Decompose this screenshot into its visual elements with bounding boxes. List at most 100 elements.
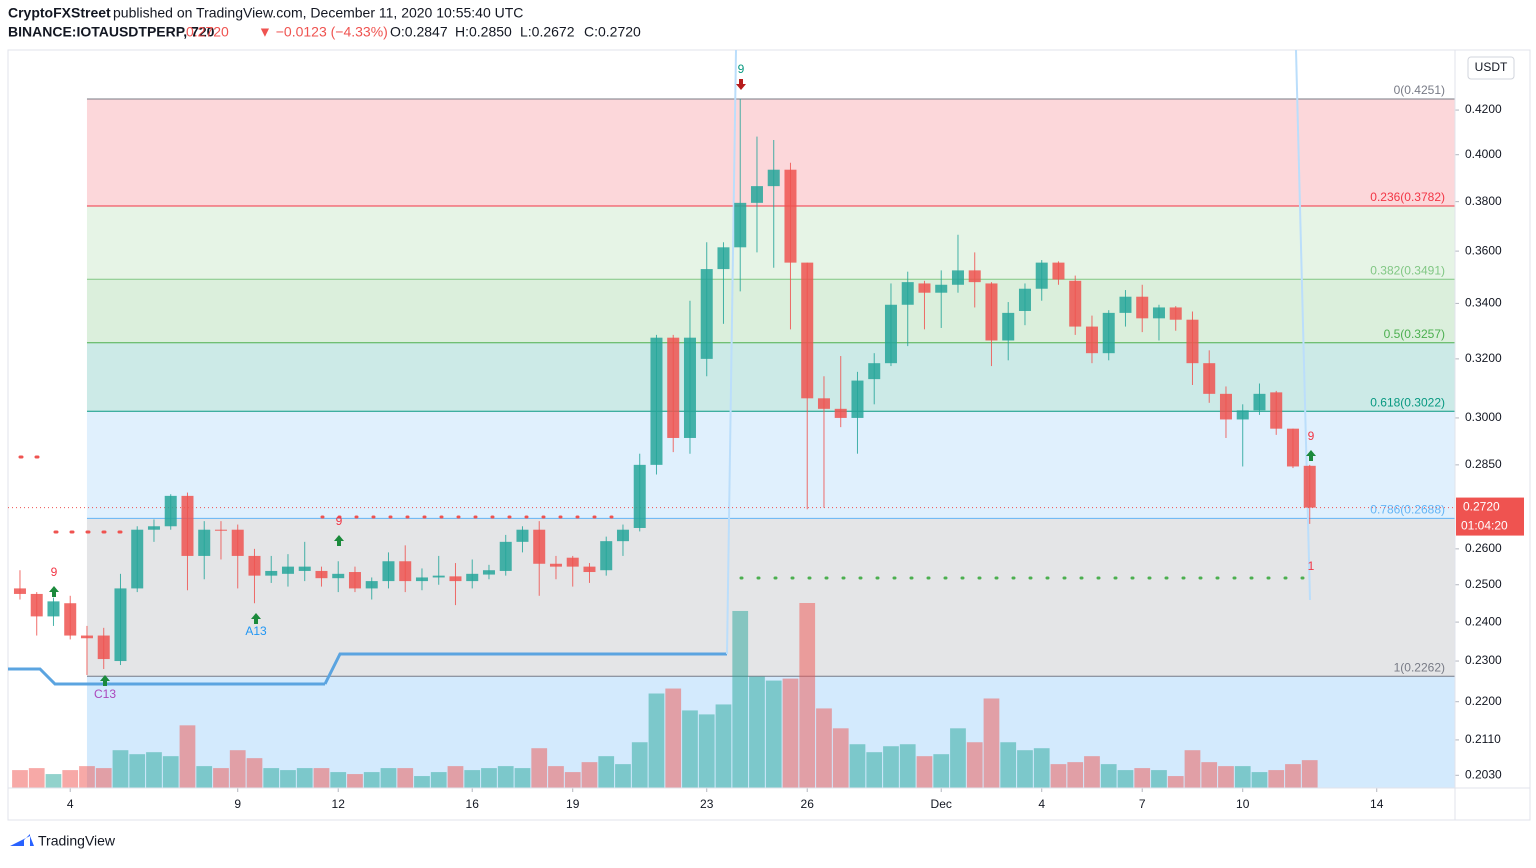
candle-body — [583, 566, 596, 573]
last: 0.2720 — [186, 24, 229, 40]
volume-bar — [229, 750, 246, 788]
currency-text[interactable]: USDT — [1475, 60, 1508, 74]
y-tick-label: 0.3000 — [1465, 410, 1502, 424]
signal-arrow — [334, 535, 344, 546]
candle-body — [1286, 428, 1299, 467]
fib-label: 0.5(0.3257) — [1384, 327, 1445, 341]
candle-body — [1303, 465, 1316, 508]
candle-body — [348, 572, 361, 589]
candle-body — [164, 495, 177, 527]
volume-bar — [950, 728, 966, 788]
candle-body — [332, 573, 345, 579]
x-tick-label: 10 — [1236, 797, 1250, 811]
signal-arrow — [100, 675, 110, 686]
y-tick-label: 0.2400 — [1465, 614, 1502, 628]
fib-zone — [86, 342, 1456, 412]
volume-bar — [1084, 756, 1100, 788]
candle-body — [549, 563, 562, 567]
fib-zone — [86, 411, 1456, 519]
volume-bar — [112, 750, 129, 788]
candle-body — [868, 363, 881, 380]
x-tick-label: 19 — [566, 797, 580, 811]
volume-bar — [447, 766, 464, 788]
volume-bar — [1117, 770, 1134, 788]
volume-bar — [1100, 764, 1117, 788]
volume-bar — [95, 768, 112, 788]
candle-body — [382, 561, 395, 582]
candle-body — [1102, 312, 1115, 354]
candle-body — [717, 247, 730, 270]
candle-body — [667, 337, 680, 438]
volume-bar — [782, 678, 799, 788]
candle-body — [1203, 363, 1216, 394]
y-tick-label: 0.3600 — [1465, 243, 1502, 257]
candle-body — [566, 557, 579, 567]
price-tag — [1456, 497, 1524, 536]
indicator-line — [8, 667, 325, 686]
y-tick-label: 0.4000 — [1465, 147, 1502, 161]
candle-body — [482, 570, 495, 575]
indicator-line — [323, 652, 727, 685]
fib-label: 0.786(0.2688) — [1370, 503, 1445, 517]
x-tick-label: 4 — [1038, 797, 1045, 811]
candle-body — [935, 284, 948, 293]
x-tick-label: 9 — [234, 797, 241, 811]
volume-bar — [732, 610, 749, 788]
candle-body — [1018, 288, 1031, 311]
volume-bar — [1050, 764, 1067, 788]
candle-body — [114, 588, 127, 662]
volume-bar — [45, 774, 62, 788]
volume-bar — [12, 770, 28, 788]
volume-bar — [246, 758, 263, 788]
y-tick-label: 0.4200 — [1465, 102, 1502, 116]
candle-body — [1035, 262, 1048, 289]
volume-bar — [531, 748, 548, 788]
volume-bar — [1151, 770, 1167, 788]
x-tick-label: 16 — [466, 797, 480, 811]
volume-bar — [631, 742, 648, 788]
volume-bar — [1218, 766, 1234, 788]
candle-body — [683, 337, 696, 438]
annotation: 9 — [738, 62, 745, 76]
signal-arrow — [736, 79, 746, 90]
candle-body — [1002, 312, 1015, 341]
volume-bar — [765, 680, 782, 788]
currency-button[interactable] — [1467, 56, 1515, 80]
candle-body — [30, 593, 43, 617]
annotation: 9 — [1308, 429, 1315, 443]
volume-bar — [1067, 762, 1084, 788]
volume-bar — [179, 725, 196, 788]
volume-bar — [1268, 770, 1285, 788]
candle-body — [365, 581, 378, 589]
volume-bar — [883, 746, 899, 788]
fib-label: 0.236(0.3782) — [1370, 190, 1445, 204]
volume-bar — [615, 764, 631, 788]
candle-body — [231, 529, 244, 556]
candle-body — [198, 529, 211, 556]
candle-body — [633, 464, 646, 528]
candle-body — [80, 635, 93, 639]
annotation: 9 — [51, 565, 58, 579]
volume-bar — [1134, 768, 1151, 788]
candle-body — [650, 337, 663, 465]
volume-bar — [598, 756, 615, 788]
candle-body — [248, 555, 261, 576]
candle-body — [884, 304, 897, 364]
x-tick-label: 12 — [332, 797, 346, 811]
candle-body — [700, 269, 713, 359]
candle-body — [1052, 262, 1065, 280]
y-tick-label: 0.2600 — [1465, 541, 1502, 555]
price-tag-label: 0.2720 — [1463, 500, 1500, 514]
volume-bar — [1301, 760, 1318, 788]
volume-bar — [682, 710, 698, 788]
y-tick-label: 0.3400 — [1465, 296, 1502, 310]
candle-body — [985, 283, 998, 341]
x-tick-label: 14 — [1370, 797, 1384, 811]
candle-body — [516, 529, 529, 542]
volume-bar — [1201, 762, 1218, 788]
candle-body — [951, 270, 964, 285]
indicator-line — [726, 49, 737, 655]
y-tick-label: 0.2110 — [1465, 732, 1501, 746]
volume-bar — [933, 754, 950, 788]
volume-bar — [380, 768, 397, 788]
